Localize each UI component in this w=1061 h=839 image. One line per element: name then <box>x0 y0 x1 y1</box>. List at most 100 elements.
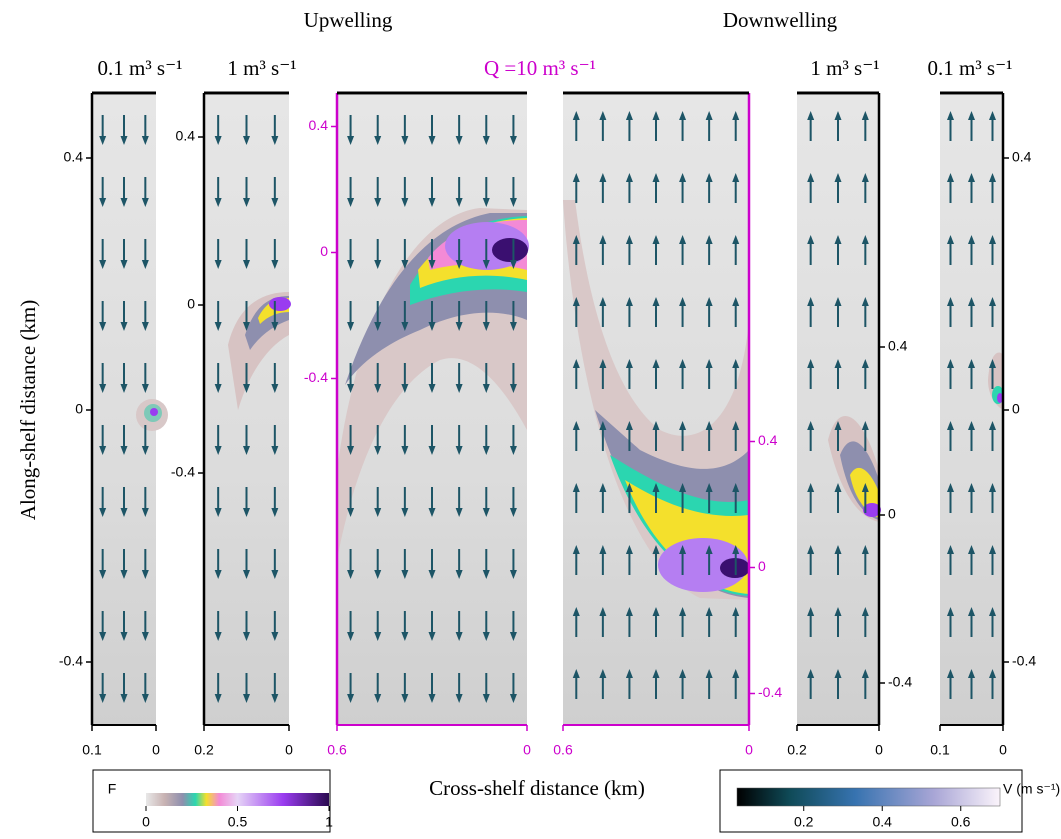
velocity-arrowhead <box>509 446 517 455</box>
velocity-arrowhead <box>705 235 713 244</box>
velocity-arrowhead <box>705 545 713 554</box>
y-tick-label: 0 <box>320 243 328 259</box>
velocity-arrowhead <box>947 173 954 182</box>
velocity-arrowhead <box>625 235 633 244</box>
velocity-arrowhead <box>968 173 975 182</box>
velocity-arrowhead <box>482 508 490 517</box>
velocity-arrowhead <box>989 111 996 120</box>
velocity-arrowhead <box>861 111 869 120</box>
plume <box>150 408 158 416</box>
velocity-arrowhead <box>572 483 580 492</box>
velocity-arrowhead <box>599 607 607 616</box>
velocity-arrowhead <box>141 260 149 269</box>
velocity-arrowhead <box>807 111 815 120</box>
velocity-arrowhead <box>947 545 954 554</box>
velocity-arrowhead <box>243 508 250 517</box>
velocity-arrowhead <box>214 570 222 579</box>
velocity-arrowhead <box>968 669 975 678</box>
velocity-arrowhead <box>679 173 687 182</box>
velocity-arrowhead <box>989 545 996 554</box>
velocity-arrowhead <box>599 421 607 430</box>
x-tick-label: 0 <box>875 742 883 758</box>
velocity-arrowhead <box>732 669 740 678</box>
velocity-arrowhead <box>834 235 842 244</box>
velocity-arrowhead <box>599 669 607 678</box>
velocity-arrowhead <box>679 421 687 430</box>
velocity-arrowhead <box>861 235 869 244</box>
velocity-arrowhead <box>834 359 842 368</box>
velocity-arrowhead <box>572 111 580 120</box>
colorbar <box>146 793 329 806</box>
plume <box>997 393 1003 403</box>
velocity-arrowhead <box>120 508 128 517</box>
velocity-arrowhead <box>455 198 463 207</box>
velocity-arrowhead <box>625 483 633 492</box>
velocity-arrowhead <box>509 260 517 269</box>
velocity-arrowhead <box>625 297 633 306</box>
y-tick-label: 0.4 <box>309 117 329 133</box>
velocity-arrowhead <box>99 694 107 703</box>
velocity-arrowhead <box>968 297 975 306</box>
velocity-arrowhead <box>679 297 687 306</box>
velocity-arrowhead <box>679 111 687 120</box>
velocity-arrowhead <box>243 384 250 393</box>
velocity-arrowhead <box>947 483 954 492</box>
velocity-arrowhead <box>214 446 222 455</box>
velocity-arrowhead <box>243 322 250 331</box>
velocity-arrowhead <box>861 607 869 616</box>
panel-title: 1 m³ s⁻¹ <box>810 56 879 80</box>
velocity-arrowhead <box>509 384 517 393</box>
velocity-arrowhead <box>834 421 842 430</box>
velocity-arrowhead <box>120 384 128 393</box>
velocity-arrowhead <box>243 198 250 207</box>
velocity-arrowhead <box>705 483 713 492</box>
velocity-arrowhead <box>243 632 250 641</box>
velocity-arrowhead <box>705 421 713 430</box>
panel-title: Q =10 m³ s⁻¹ <box>484 56 596 80</box>
velocity-arrowhead <box>989 235 996 244</box>
x-tick-label: 0 <box>523 742 531 758</box>
velocity-arrowhead <box>374 136 382 145</box>
velocity-arrowhead <box>374 632 382 641</box>
axes: 0.4 0 -0.4 0.1 0 0.1 m³ s⁻¹ 0.4 0 -0.4 0.2 0 1 m³ s… <box>59 56 1036 758</box>
plume <box>863 503 881 517</box>
velocity-arrowhead <box>652 235 660 244</box>
y-tick-label: -0.4 <box>304 369 328 385</box>
y-tick-label: 0.4 <box>758 432 778 448</box>
velocity-arrowhead <box>989 669 996 678</box>
velocity-arrowhead <box>271 632 279 641</box>
velocity-arrowhead <box>214 508 222 517</box>
velocity-arrowhead <box>271 446 279 455</box>
y-axis-label: Along-shelf distance (km) <box>16 300 40 520</box>
x-tick-label: 0.1 <box>930 742 950 758</box>
x-tick-label: 0 <box>745 742 753 758</box>
velocity-arrowhead <box>374 570 382 579</box>
velocity-arrowhead <box>99 508 107 517</box>
velocity-arrowhead <box>807 483 815 492</box>
velocity-arrowhead <box>482 446 490 455</box>
velocity-arrowhead <box>861 173 869 182</box>
colorbar-label: V (m s⁻¹) <box>1003 781 1060 797</box>
velocity-arrowhead <box>652 421 660 430</box>
velocity-arrowhead <box>509 694 517 703</box>
velocity-arrowhead <box>989 421 996 430</box>
velocity-arrowhead <box>652 173 660 182</box>
colorbar-tick-label: 0.4 <box>873 814 893 830</box>
velocity-arrowhead <box>968 545 975 554</box>
velocity-arrowhead <box>428 570 436 579</box>
velocity-arrowhead <box>271 198 279 207</box>
velocity-arrowhead <box>374 446 382 455</box>
velocity-arrowhead <box>271 384 279 393</box>
plume <box>492 238 528 262</box>
velocity-arrowhead <box>705 607 713 616</box>
velocity-arrowhead <box>947 421 954 430</box>
velocity-arrowhead <box>214 632 222 641</box>
velocity-arrowhead <box>401 570 409 579</box>
velocity-arrowhead <box>807 297 815 306</box>
velocity-arrowhead <box>968 359 975 368</box>
velocity-arrowhead <box>428 260 436 269</box>
velocity-arrowhead <box>401 446 409 455</box>
velocity-arrowhead <box>509 322 517 331</box>
velocity-arrowhead <box>968 607 975 616</box>
velocity-arrowhead <box>572 235 580 244</box>
